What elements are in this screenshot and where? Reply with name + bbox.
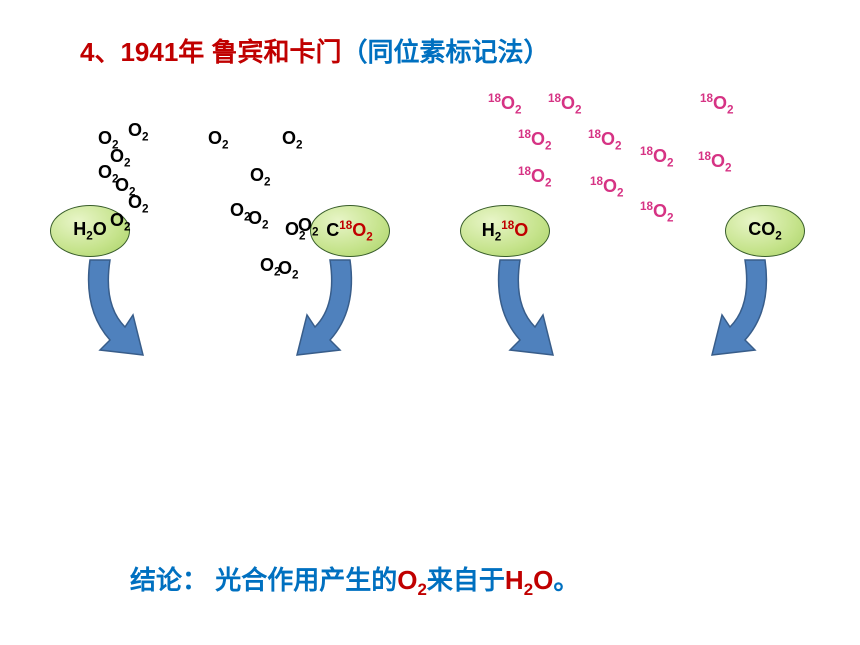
bubble-h218o: H218O: [460, 205, 550, 257]
bubble-c18o2: C18O2: [310, 205, 390, 257]
o2-pink-label: 18O2: [640, 200, 674, 225]
conclusion-end: 。: [553, 565, 579, 595]
bubble-co2: CO2: [725, 205, 805, 257]
o2-black-label: O2: [282, 128, 303, 152]
o2-pink-label: 18O2: [588, 128, 622, 153]
conclusion-o2: O2: [397, 565, 427, 595]
arrow-1: [75, 255, 175, 365]
conclusion-mid1: 光合作用产生的: [215, 565, 397, 595]
o2-pink-label: 18O2: [518, 165, 552, 190]
arrow-3: [485, 255, 585, 365]
o2-black-label: O2: [128, 192, 149, 216]
o2-pink-label: 18O2: [488, 92, 522, 117]
conclusion-line: 结论： 光合作用产生的O2来自于H2O。: [130, 560, 579, 600]
arrow-4: [680, 255, 780, 365]
bubble-h2o-label: H2O: [73, 219, 107, 243]
o2-black-label: O2: [208, 128, 229, 152]
o2-black-label: O2: [248, 208, 269, 232]
title-blue-part: （同位素标记法）: [342, 37, 550, 67]
bubble-c18o2-label: C18O2: [326, 219, 373, 244]
slide-title: 4、1941年 鲁宾和卡门（同位素标记法）: [80, 32, 550, 69]
conclusion-h2o: H2O: [505, 565, 553, 595]
o2-pink-label: 18O2: [640, 145, 674, 170]
o2-black-label: O2: [128, 120, 149, 144]
conclusion-prefix: 结论：: [130, 565, 208, 595]
o2-black-label: O2: [250, 165, 271, 189]
conclusion-mid2: 来自于: [427, 565, 505, 595]
title-red-part: 4、1941年 鲁宾和卡门: [80, 37, 342, 67]
o2-black-label: O2: [110, 210, 131, 234]
bubble-co2-label: CO2: [748, 219, 782, 243]
o2-pink-label: 18O2: [590, 175, 624, 200]
o2-pink-label: 18O2: [548, 92, 582, 117]
o2-pink-label: 18O2: [698, 150, 732, 175]
bubble-h218o-label: H218O: [482, 219, 529, 244]
o2-pink-label: 18O2: [518, 128, 552, 153]
arrow-2: [265, 255, 365, 365]
o2-pink-label: 18O2: [700, 92, 734, 117]
o2-black-label: O2: [298, 215, 319, 239]
